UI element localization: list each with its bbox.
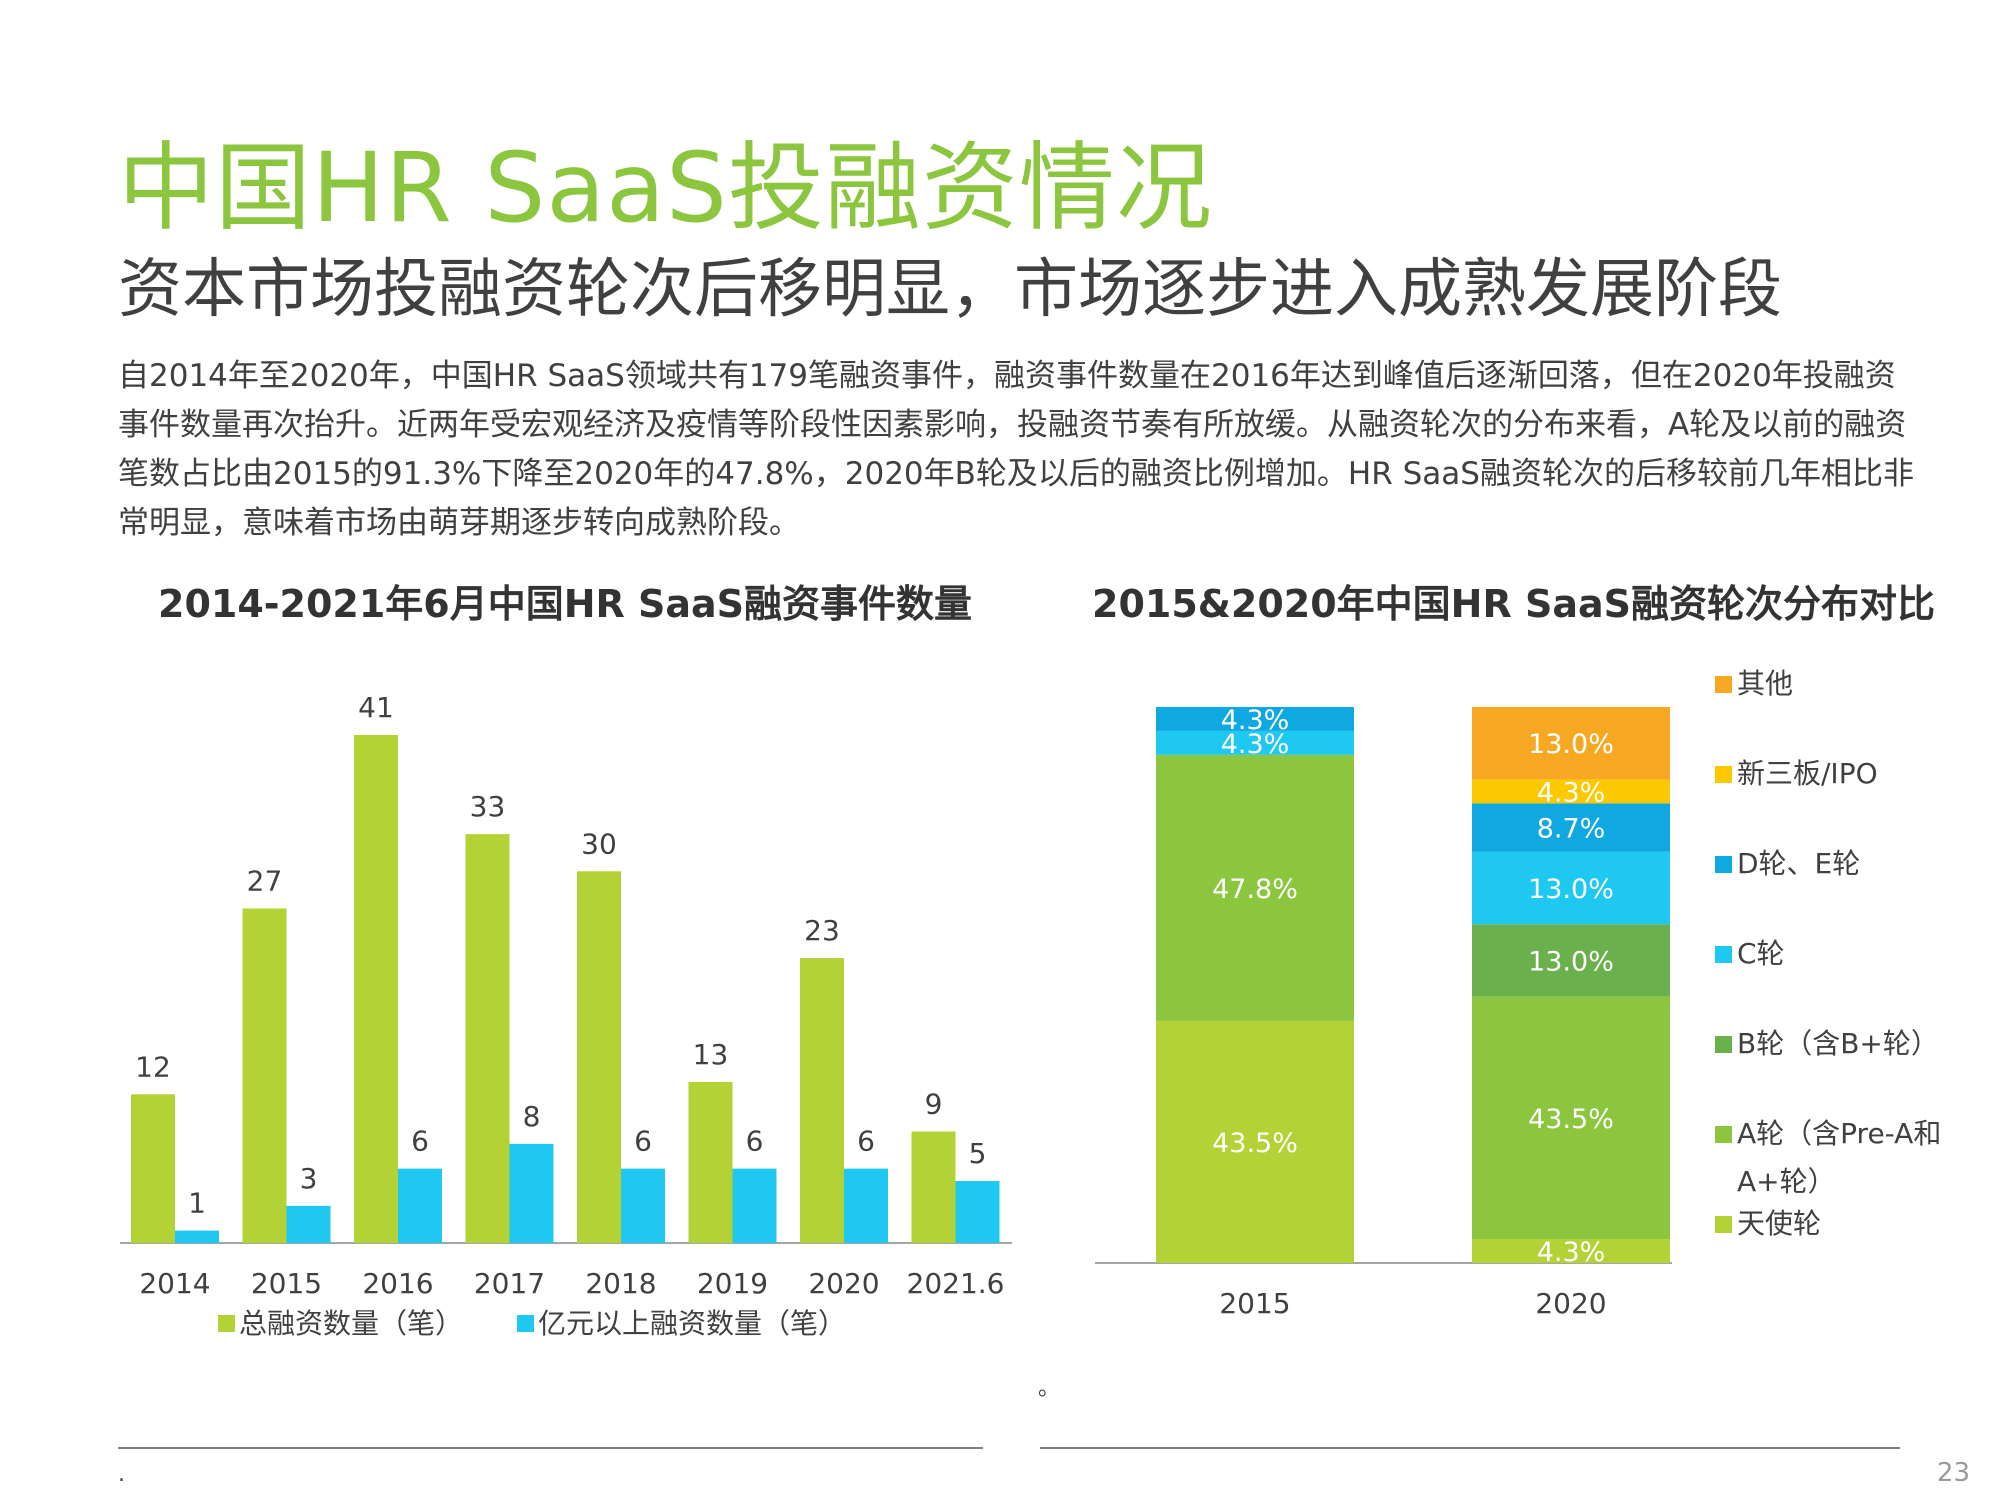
x-tick-label: 2019 [697,1267,768,1300]
bar-large-2017 [509,1143,554,1243]
data-label: 6 [746,1125,764,1158]
bar-large-2014 [175,1230,219,1243]
legend-swatch [218,1315,235,1332]
x-tick-label: 2015 [1219,1287,1290,1320]
bar-total-2019 [688,1081,733,1243]
bar-large-2019 [732,1168,777,1243]
data-label: 6 [634,1125,652,1158]
bar-total-2020 [800,958,844,1243]
x-tick-label: 2017 [474,1267,545,1300]
footer-rule-left [118,1447,983,1449]
segment-label: 13.0% [1528,729,1614,760]
segment-2020-5 [1472,779,1670,804]
segment-label: 43.5% [1212,1128,1298,1159]
footer-rule-right [1040,1447,1900,1449]
legend-swatch [1715,946,1732,963]
segment-2015-3 [1156,730,1354,755]
stacked-chart-title: 2015&2020年中国HR SaaS融资轮次分布对比 [1092,582,1935,626]
legend-label: 总融资数量（笔） [239,1307,463,1340]
segment-label: 13.0% [1528,946,1614,977]
segment-2020-2 [1472,924,1670,997]
segment-2020-6 [1472,707,1670,780]
bar-large-2015 [286,1205,331,1243]
data-label: 23 [804,914,840,947]
data-label: 12 [135,1050,171,1083]
x-tick-label: 2014 [139,1267,210,1300]
bar-large-2018 [621,1168,665,1243]
segment-label: 13.0% [1528,874,1614,905]
page-title: 中国HR SaaS投融资情况 [118,132,1213,244]
data-label: 6 [411,1125,429,1158]
footnote-mark: 。 [1038,1376,1061,1401]
bar-total-2017 [465,834,510,1243]
data-label: 41 [358,691,394,724]
segment-2015-4 [1156,707,1354,731]
legend-swatch [1715,1036,1732,1053]
segment-2020-3 [1472,851,1670,925]
intro-paragraph: 自2014年至2020年，中国HR SaaS领域共有179笔融资事件，融资事件数… [118,358,1914,541]
segment-2015-1 [1156,754,1354,1021]
data-label: 8 [523,1100,541,1133]
data-label: 1 [188,1187,206,1220]
segment-label: 4.3% [1221,729,1290,760]
legend-label: D轮、E轮 [1737,847,1860,880]
x-tick-label: 2016 [362,1267,433,1300]
x-tick-label: 2015 [251,1267,322,1300]
legend-swatch [1715,1216,1732,1233]
bar-large-2016 [398,1168,442,1243]
legend-label: C轮 [1737,937,1785,970]
bar-chart-title: 2014-2021年6月中国HR SaaS融资事件数量 [158,582,973,626]
data-label: 3 [300,1162,318,1195]
x-tick-label: 2020 [1535,1287,1606,1320]
legend-label: 其他 [1737,667,1793,700]
data-label: 33 [470,790,506,823]
legend-swatch [1715,856,1732,873]
bar-total-2016 [354,735,398,1243]
bar-total-2015 [242,908,287,1243]
data-label: 27 [247,864,283,897]
legend-label: 新三板/IPO [1737,757,1878,790]
x-tick-label: 2020 [808,1267,879,1300]
legend-label: B轮（含B+轮） [1737,1027,1939,1060]
legend-label: A轮（含Pre-A和 [1737,1117,1941,1150]
x-tick-label: 2021.6 [907,1267,1005,1300]
bar-total-2018 [577,871,621,1243]
legend-label: 天使轮 [1737,1207,1821,1240]
segment-label: 47.8% [1212,874,1298,905]
segment-label: 4.3% [1537,777,1606,808]
data-label: 5 [969,1137,987,1170]
bar-large-2021.6 [955,1181,1000,1243]
segment-label: 8.7% [1537,814,1606,845]
legend-swatch [1715,1126,1732,1143]
legend-swatch [517,1315,534,1332]
segment-label: 43.5% [1528,1104,1614,1135]
bar-total-2014 [131,1094,175,1243]
legend-swatch [1715,766,1732,783]
data-label: 6 [857,1125,875,1158]
page-subtitle: 资本市场投融资轮次后移明显，市场逐步进入成熟发展阶段 [118,253,1782,327]
data-label: 30 [581,827,617,860]
data-label: 13 [693,1038,729,1071]
legend-label-cont: A+轮） [1737,1165,1836,1198]
legend-label: 亿元以上融资数量（笔） [538,1307,846,1340]
data-label: 9 [925,1087,943,1120]
segment-2020-1 [1472,996,1670,1240]
bar-large-2020 [844,1168,888,1243]
segment-label: 4.3% [1221,705,1290,736]
segment-2020-4 [1472,803,1670,852]
segment-label: 4.3% [1537,1237,1606,1268]
legend-swatch [1715,676,1732,693]
segment-2020-0 [1472,1239,1670,1263]
bar-total-2021.6 [911,1131,956,1243]
x-tick-label: 2018 [585,1267,656,1300]
footer-dot: . [118,1462,125,1487]
page-number: 23 [1936,1458,1970,1488]
segment-2015-0 [1156,1020,1354,1263]
